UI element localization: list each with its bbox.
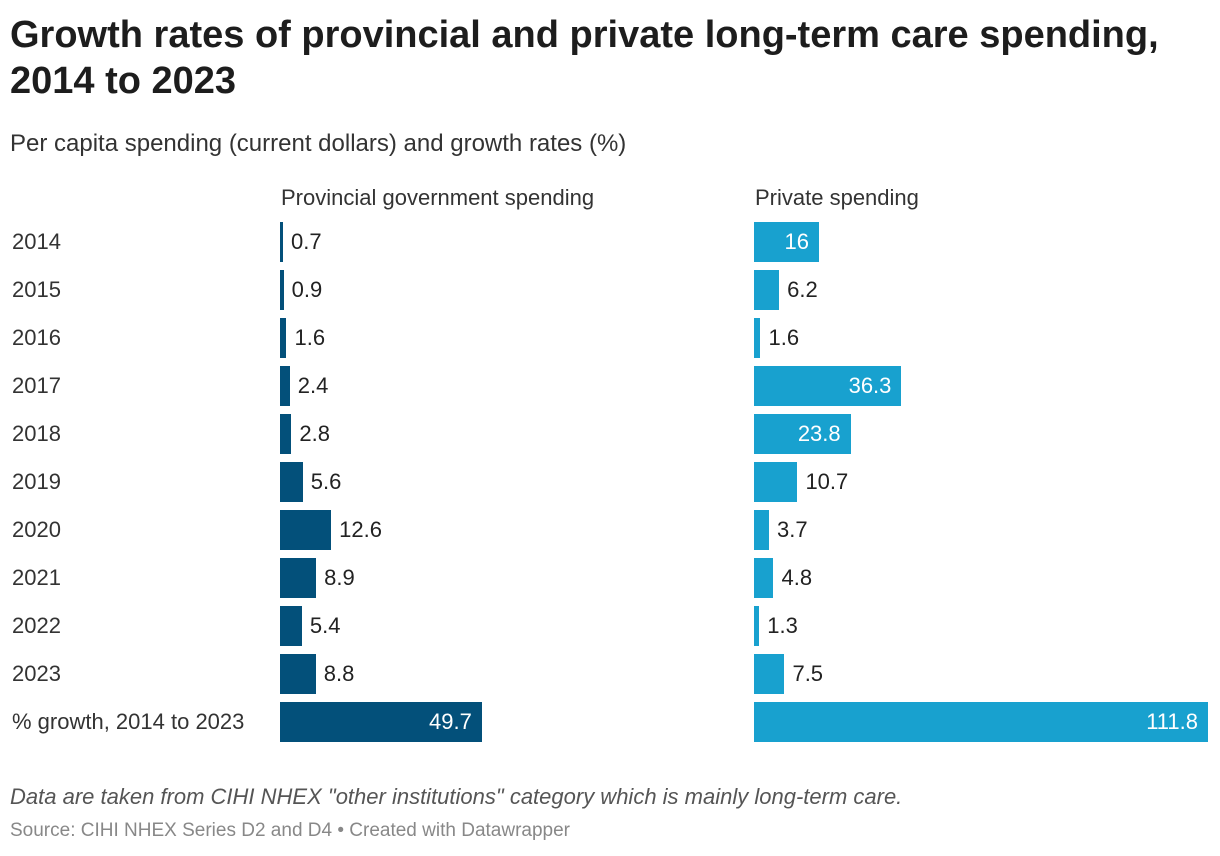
bar-provincial bbox=[280, 270, 284, 310]
data-label: 16 bbox=[784, 229, 809, 254]
data-label: 49.7 bbox=[428, 709, 472, 734]
bar-private bbox=[754, 270, 780, 310]
bar-provincial bbox=[280, 654, 316, 694]
row-label: 2018 bbox=[12, 421, 61, 446]
bar-provincial bbox=[280, 606, 302, 646]
data-label: 8.9 bbox=[324, 565, 355, 590]
chart-subtitle: Per capita spending (current dollars) an… bbox=[10, 130, 627, 157]
data-label: 36.3 bbox=[848, 373, 892, 398]
data-label: 1.6 bbox=[768, 325, 800, 350]
row-label: 2022 bbox=[12, 613, 61, 638]
bar-provincial bbox=[280, 702, 482, 742]
data-label: 2.8 bbox=[299, 421, 330, 446]
row-label: 2016 bbox=[12, 325, 61, 350]
data-label: 111.8 bbox=[1146, 709, 1198, 734]
bar-private bbox=[754, 222, 819, 262]
bar-provincial bbox=[280, 318, 287, 358]
chart-source: Source: CIHI NHEX Series D2 and D4 • Cre… bbox=[10, 820, 570, 841]
data-label: 5.6 bbox=[310, 469, 342, 494]
data-label: 7.5 bbox=[792, 661, 824, 686]
row-label: 2015 bbox=[12, 277, 61, 302]
data-label: 3.7 bbox=[777, 517, 808, 542]
chart-note: Data are taken from CIHI NHEX "other ins… bbox=[10, 784, 903, 809]
column-header-private: Private spending bbox=[755, 185, 919, 210]
data-label: 1.3 bbox=[767, 613, 798, 638]
data-label: 8.8 bbox=[323, 661, 355, 686]
bar-private bbox=[754, 318, 761, 358]
data-label: 0.7 bbox=[291, 229, 322, 254]
data-label: 4.8 bbox=[781, 565, 813, 590]
data-label: 12.6 bbox=[339, 517, 382, 542]
row-label: 2017 bbox=[12, 373, 61, 398]
bar-provincial bbox=[280, 510, 332, 550]
bar-private bbox=[754, 414, 851, 454]
data-label: 2.4 bbox=[297, 373, 329, 398]
bar-private bbox=[754, 366, 902, 406]
row-label: 2014 bbox=[12, 229, 61, 254]
row-label: 2021 bbox=[12, 565, 61, 590]
bar-private bbox=[754, 558, 774, 598]
column-header-provincial: Provincial government spending bbox=[281, 185, 595, 210]
bar-private bbox=[754, 510, 770, 550]
chart-title: Growth rates of provincial and private l… bbox=[10, 14, 1159, 102]
bar-private bbox=[754, 654, 785, 694]
bar-private bbox=[754, 606, 760, 646]
row-label: 2019 bbox=[12, 469, 61, 494]
data-label: 23.8 bbox=[797, 421, 841, 446]
data-label: 5.4 bbox=[309, 613, 341, 638]
bar-provincial bbox=[280, 366, 290, 406]
row-label: 2023 bbox=[12, 661, 61, 686]
data-label: 6.2 bbox=[787, 277, 818, 302]
data-label: 1.6 bbox=[294, 325, 326, 350]
bar-provincial bbox=[280, 414, 292, 454]
bar-private bbox=[754, 462, 798, 502]
data-label: 0.9 bbox=[291, 277, 323, 302]
row-label: % growth, 2014 to 2023 bbox=[12, 709, 245, 734]
row-label: 2020 bbox=[12, 517, 61, 542]
bar-provincial bbox=[280, 222, 283, 262]
bar-provincial bbox=[280, 462, 303, 502]
data-label: 10.7 bbox=[805, 469, 849, 494]
bar-provincial bbox=[280, 558, 317, 598]
bar-private bbox=[754, 702, 1208, 742]
